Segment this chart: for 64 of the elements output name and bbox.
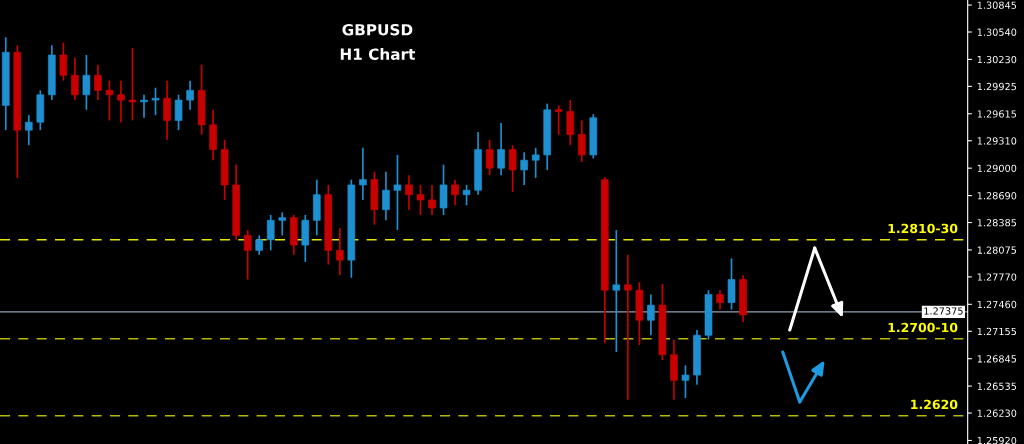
candlestick bbox=[416, 184, 425, 216]
candlestick bbox=[382, 170, 390, 222]
candlestick bbox=[393, 154, 402, 231]
candlestick bbox=[336, 227, 344, 276]
candlestick bbox=[566, 99, 575, 147]
candlestick bbox=[174, 93, 183, 131]
y-tick-label: 1.30845 bbox=[977, 1, 1017, 9]
candlestick bbox=[531, 146, 540, 179]
candlestick bbox=[59, 41, 68, 82]
candlestick bbox=[520, 151, 528, 186]
candlestick bbox=[359, 146, 367, 201]
candlestick bbox=[266, 214, 275, 252]
candlestick bbox=[428, 184, 436, 216]
candlestick bbox=[612, 229, 621, 353]
candlestick bbox=[462, 184, 471, 207]
candlestick bbox=[24, 114, 33, 147]
candlestick bbox=[117, 79, 125, 124]
y-tick-label: 1.30540 bbox=[977, 28, 1017, 36]
candlestick bbox=[624, 253, 632, 401]
candlestick bbox=[554, 104, 563, 136]
candlestick bbox=[105, 79, 114, 122]
candlestick bbox=[71, 56, 79, 101]
candlestick bbox=[255, 234, 264, 256]
y-tick-label: 1.25920 bbox=[977, 436, 1017, 444]
candlestick bbox=[82, 54, 91, 111]
y-tick-label: 1.29615 bbox=[977, 110, 1017, 118]
candlestick bbox=[151, 86, 160, 116]
annotation: 1.2810-30 bbox=[888, 223, 958, 234]
y-tick-label: 1.29925 bbox=[977, 82, 1017, 91]
y-tick-label: 1.27460 bbox=[977, 300, 1017, 309]
ref-line-label: 1.27375 bbox=[924, 307, 963, 315]
y-tick-label: 1.28075 bbox=[977, 246, 1017, 254]
candlestick bbox=[186, 79, 194, 111]
candlestick bbox=[140, 93, 148, 119]
y-tick-label: 1.28385 bbox=[977, 219, 1017, 227]
candlestick bbox=[485, 139, 494, 177]
y-tick-label: 1.26845 bbox=[977, 355, 1017, 363]
candlestick bbox=[163, 79, 171, 141]
ref-line-label: 1.2620 bbox=[911, 399, 958, 410]
y-tick-label: 1.26230 bbox=[977, 409, 1017, 417]
candlestick bbox=[94, 63, 102, 101]
candlestick bbox=[647, 293, 655, 337]
candlestick bbox=[577, 119, 586, 163]
candlestick bbox=[439, 163, 448, 216]
candlestick bbox=[278, 211, 287, 237]
y-tick-label: 1.29000 bbox=[977, 164, 1017, 172]
y-tick-label: 1.28690 bbox=[977, 192, 1017, 200]
candlestick bbox=[681, 364, 690, 399]
y-tick-label: 1.27155 bbox=[977, 327, 1017, 336]
candlestick bbox=[243, 229, 252, 281]
candlestick bbox=[405, 174, 413, 211]
candlestick bbox=[727, 257, 736, 311]
annotation: 1.2700-10 bbox=[888, 322, 958, 333]
y-tick-label: 1.30230 bbox=[977, 55, 1017, 64]
candlestick bbox=[716, 289, 724, 311]
candlestick bbox=[451, 178, 459, 207]
text: GBPUSD bbox=[342, 23, 413, 36]
y-tick-label: 1.29310 bbox=[977, 137, 1017, 145]
candlestick bbox=[508, 144, 517, 193]
candlestick bbox=[497, 122, 505, 177]
y-tick-label: 1.27770 bbox=[977, 273, 1017, 281]
candlestick bbox=[128, 47, 137, 122]
y-tick-label: 1.26535 bbox=[977, 382, 1017, 390]
text: H1 Chart bbox=[340, 48, 416, 60]
